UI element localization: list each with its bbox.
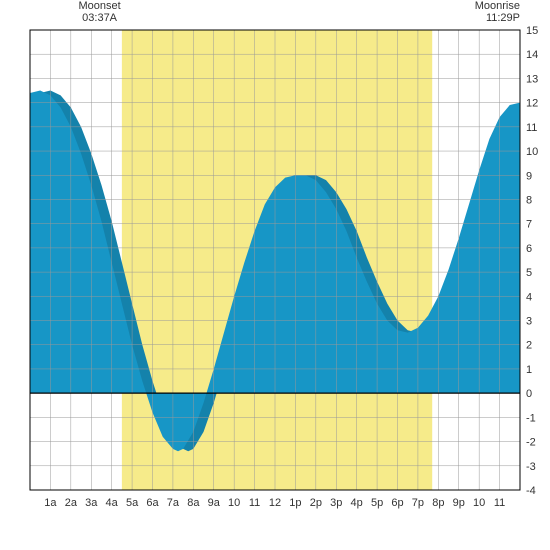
svg-text:1p: 1p — [289, 497, 301, 509]
svg-text:11: 11 — [526, 122, 537, 134]
svg-text:9p: 9p — [453, 497, 465, 509]
svg-text:13: 13 — [526, 73, 538, 85]
svg-text:14: 14 — [526, 49, 538, 61]
svg-text:8: 8 — [526, 194, 532, 206]
moonset-title: Moonset — [79, 0, 121, 12]
tide-chart: { "chart": { "type": "area", "width": 55… — [0, 0, 550, 550]
svg-text:15: 15 — [526, 25, 538, 37]
svg-text:9: 9 — [526, 170, 532, 182]
svg-text:8a: 8a — [187, 497, 200, 509]
svg-text:0: 0 — [526, 388, 532, 400]
svg-text:2: 2 — [526, 340, 532, 352]
svg-text:10: 10 — [473, 497, 485, 509]
svg-text:4a: 4a — [106, 497, 119, 509]
svg-text:-4: -4 — [526, 485, 536, 497]
svg-text:7p: 7p — [412, 497, 424, 509]
svg-text:2p: 2p — [310, 497, 322, 509]
svg-text:-2: -2 — [526, 437, 536, 449]
svg-text:10: 10 — [228, 497, 240, 509]
svg-text:12: 12 — [269, 497, 281, 509]
svg-text:6p: 6p — [391, 497, 403, 509]
svg-text:3a: 3a — [85, 497, 98, 509]
moonset-label: Moonset 03:37A — [79, 0, 121, 24]
moonrise-label: Moonrise 11:29P — [475, 0, 520, 24]
svg-text:6a: 6a — [146, 497, 159, 509]
svg-text:3: 3 — [526, 316, 532, 328]
svg-text:8p: 8p — [432, 497, 444, 509]
chart-svg: -4-3-2-101234567891011121314151a2a3a4a5a… — [0, 0, 550, 550]
svg-text:10: 10 — [526, 146, 538, 158]
svg-text:12: 12 — [526, 98, 538, 110]
svg-text:4p: 4p — [351, 497, 363, 509]
svg-text:9a: 9a — [208, 497, 221, 509]
moonrise-title: Moonrise — [475, 0, 520, 12]
svg-text:3p: 3p — [330, 497, 342, 509]
svg-text:11: 11 — [249, 497, 260, 509]
svg-text:6: 6 — [526, 243, 532, 255]
svg-text:5: 5 — [526, 267, 532, 279]
moonset-time: 03:37A — [79, 12, 121, 24]
svg-text:1a: 1a — [44, 497, 57, 509]
svg-text:11: 11 — [494, 497, 505, 509]
svg-text:-1: -1 — [526, 412, 536, 424]
svg-text:2a: 2a — [65, 497, 78, 509]
svg-text:7a: 7a — [167, 497, 180, 509]
svg-text:5a: 5a — [126, 497, 139, 509]
svg-text:4: 4 — [526, 291, 532, 303]
svg-text:1: 1 — [526, 364, 532, 376]
moonrise-time: 11:29P — [475, 12, 520, 24]
svg-text:5p: 5p — [371, 497, 383, 509]
svg-text:-3: -3 — [526, 461, 536, 473]
svg-text:7: 7 — [526, 219, 532, 231]
